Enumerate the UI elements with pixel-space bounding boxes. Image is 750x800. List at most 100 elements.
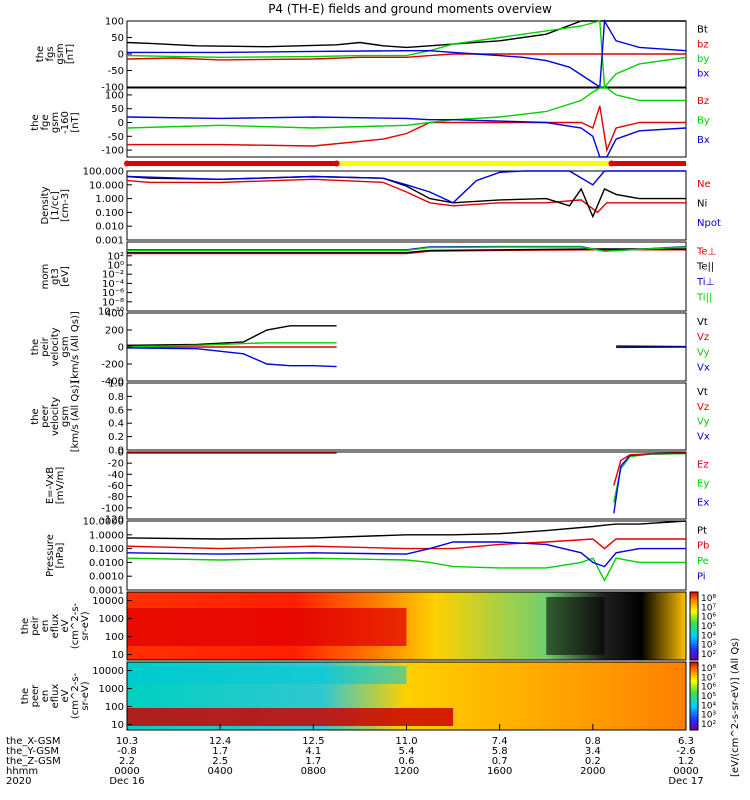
colorbar-tick-label: 10⁸ [701, 594, 716, 604]
temperature-ytick-label: 10⁻⁸ [102, 297, 124, 308]
ephemeris-value: 5.4 [399, 746, 415, 757]
time-hhmm-label: 0000 [114, 766, 139, 777]
density-ytick-label: 1.000 [95, 194, 124, 205]
temperature-legend-entry: Ti|| [696, 292, 712, 303]
temperature-ylabel-line: mom [40, 264, 51, 290]
peer_velocity-legend-entry: Vt [697, 387, 708, 398]
temperature-ytick-label: 10⁻² [102, 270, 124, 281]
colorbars-group: 10⁸10⁷10⁶10⁵10⁴10³10²10⁸10⁷10⁶10⁵10⁴10³1… [689, 591, 741, 777]
fgs-series-bt [126, 20, 686, 49]
colorbar-tick-label: 10² [701, 720, 716, 730]
peer-low-energy-band [127, 708, 454, 726]
ephemeris-value: 12.4 [209, 736, 231, 747]
ephemeris-value: 2.5 [212, 756, 228, 767]
efield-frame [126, 451, 687, 520]
peer-high-energy-band [127, 666, 407, 684]
peir_velocity-ytick-label: 0 [118, 343, 124, 354]
ephemeris-value: -2.6 [676, 746, 696, 757]
time-hhmm-label: 0000 [673, 766, 698, 777]
peer_velocity-legend-entry: Vz [697, 402, 709, 413]
efield-ylabel-line: [mV/m] [55, 467, 66, 505]
efield-ytick-label: -100 [101, 503, 124, 514]
efield-ytick-label: -60 [108, 481, 124, 492]
colorbar-0 [689, 591, 699, 661]
peir-core-band [127, 608, 407, 646]
fgs-ytick-label: -50 [108, 66, 124, 77]
peir_velocity-series-vx [126, 347, 337, 368]
peir_eflux-ylabel-line: eV [60, 619, 71, 632]
peer_velocity-ytick-label: 0.0 [108, 446, 124, 457]
time-year-label: 2020 [6, 776, 31, 787]
peer_velocity-ytick-label: 0.2 [108, 432, 124, 443]
peer_eflux-ytick-label: 1000 [99, 684, 124, 695]
fgs-ylabel-line: [nT] [65, 44, 76, 64]
efield-ytick-label: -40 [108, 470, 124, 481]
time-hhmm-label: 0400 [207, 766, 232, 777]
ephemeris-value: 10.3 [116, 736, 138, 747]
peir_velocity-ytick-label: 400 [105, 309, 124, 320]
temperature-legend-entry: Te⊥ [696, 246, 716, 257]
peir_eflux-ylabel-line: eflux [50, 614, 61, 639]
peer_velocity-ytick-label: 1.0 [108, 379, 124, 390]
ephemeris-value: 6.3 [678, 736, 694, 747]
ephemeris-value: 0.6 [399, 756, 415, 767]
pressure-series-pi [126, 541, 686, 568]
temperature-series-ti [127, 246, 687, 252]
fge-frame [126, 87, 687, 158]
fgs-legend-entry: Bt [697, 25, 708, 36]
time-hhmm-label: 2000 [580, 766, 605, 777]
ephemeris-value: 1.7 [212, 746, 228, 757]
colorbar-tick-label: 10⁴ [701, 631, 716, 641]
peir_velocity-ylabel-line: the [30, 339, 41, 355]
pressure-ytick-label: 0.0010 [89, 572, 124, 583]
peer_eflux-ytick-label: 10000 [92, 666, 124, 677]
peir_velocity-ytick-label: -400 [101, 377, 124, 388]
temperature-legend-entry: Te|| [696, 262, 714, 273]
fgs-legend-entry: by [697, 54, 709, 65]
temperature-ytick-label: 10⁻⁶ [102, 288, 124, 299]
fgs-series-bz [126, 53, 686, 61]
pressure-series-pt [126, 520, 687, 540]
mode-bar-segment-0 [127, 161, 337, 166]
peer_velocity-ylabel-line: velocity [50, 397, 61, 436]
peer_eflux-ylabel-line: peer [30, 684, 41, 708]
peer_eflux-ylabel-line: the [20, 688, 31, 704]
peir_velocity-legend-entry: Vz [697, 332, 709, 343]
peir_eflux-ytick-label: 10000 [92, 596, 124, 607]
pressure-ytick-label: 10.0000 [83, 517, 124, 528]
temperature-ytick-label: 10⁰ [107, 261, 124, 272]
fgs-series-by [126, 20, 687, 89]
fge-ytick-label: 0 [118, 118, 124, 129]
pressure-ytick-label: 0.0001 [89, 586, 124, 597]
fgs-ytick-label: 0 [118, 50, 124, 61]
fge-series-bx [126, 116, 687, 158]
ephemeris-value: 0.2 [585, 756, 601, 767]
fgs-ytick-label: -100 [101, 83, 124, 94]
colorbar-tick-label: 10⁷ [701, 603, 716, 613]
ephemeris-value: -0.8 [117, 746, 137, 757]
density-ytick-label: 0.001 [95, 236, 124, 247]
ephemeris-value: 12.5 [302, 736, 324, 747]
ephemeris-value: 1.2 [678, 756, 694, 767]
peir_eflux-ylabel-line: en [40, 620, 51, 633]
efield-series-ez [613, 452, 687, 486]
colorbar-tick-label: 10⁵ [701, 692, 716, 702]
ephemeris-value: 4.1 [305, 746, 321, 757]
pressure-series-pe [126, 557, 686, 582]
fgs-ylabel-line: the [35, 46, 46, 62]
peer_eflux-ylabel-line: en [40, 690, 51, 703]
efield-ytick-label: -120 [101, 515, 124, 526]
colorbar-tick-label: 10⁶ [701, 683, 716, 693]
temperature-ylabel-line: [eV] [60, 266, 71, 287]
pressure-legend-entry: Pb [697, 541, 709, 552]
temperature-series-te [127, 248, 686, 254]
peer_eflux-ylabel-line: (cm^2-s- [70, 672, 81, 719]
density-ytick-label: 100.000 [83, 167, 124, 178]
colorbar-label: [eV/(cm^2-s-sr-eV)] (All Qs) [730, 638, 741, 777]
peir_eflux-ylabel-line: the [20, 618, 31, 634]
density-legend-entry: Npot [697, 218, 721, 229]
fge-ytick-label: -50 [108, 132, 124, 143]
pressure-ylabel-line: Pressure [45, 534, 56, 577]
